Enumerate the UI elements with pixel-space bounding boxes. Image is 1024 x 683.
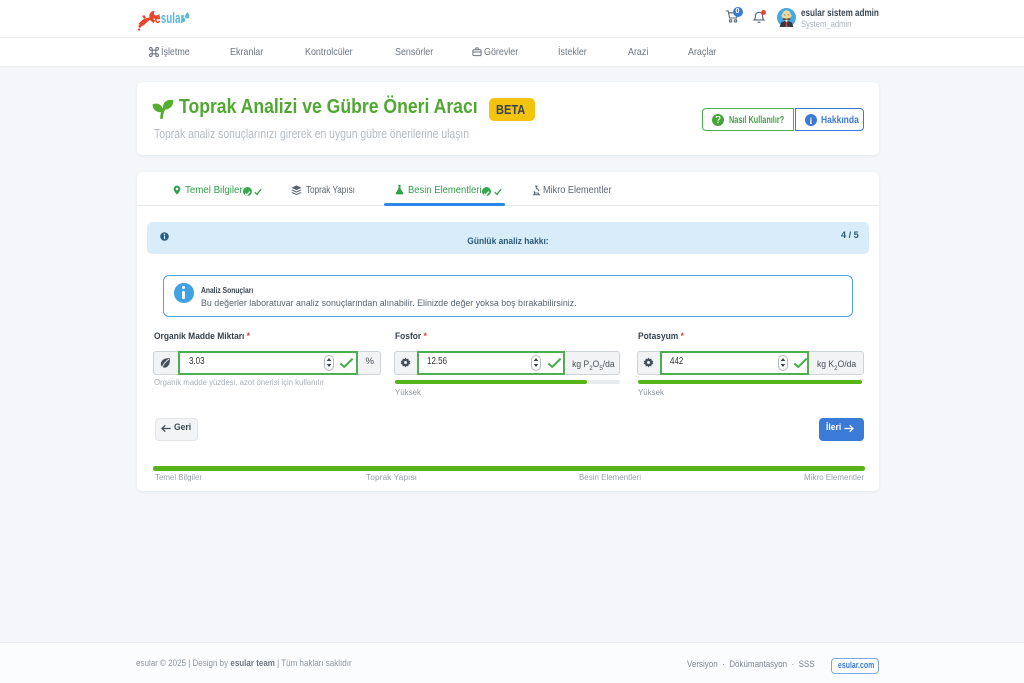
- svg-text:e: e: [155, 10, 161, 27]
- svg-text:sular: sular: [161, 10, 185, 27]
